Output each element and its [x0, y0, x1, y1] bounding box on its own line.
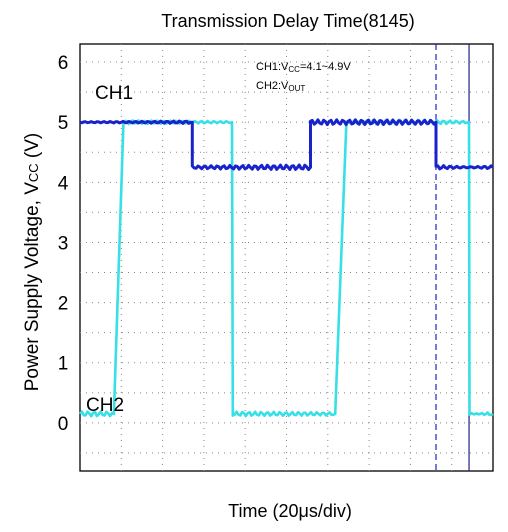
y-tick-label: 1: [58, 354, 69, 375]
series-label-ch2: CH2: [86, 395, 124, 416]
plot-area: [79, 43, 494, 472]
plot-frame: [79, 43, 494, 472]
x-axis-label: Time (20μs/div): [228, 501, 352, 521]
y-axis-label: Power Supply Voltage, VCC (V): [22, 133, 43, 392]
chart-title: Transmission Delay Time(8145): [161, 11, 414, 31]
y-tick-label: 5: [58, 113, 69, 134]
y-tick-label: 6: [58, 53, 69, 74]
series-label-ch1: CH1: [95, 83, 133, 104]
series-line-ch1: [79, 118, 494, 172]
y-tick-label: 0: [58, 414, 69, 435]
annotation: CH1:VCC=4.1~4.9V CH2:VOUT: [256, 61, 351, 93]
annotation-line-2: CH2:VOUT: [256, 80, 305, 93]
series-group: [79, 118, 494, 418]
y-tick-label: 4: [58, 173, 69, 194]
annotation-line-1: CH1:VCC=4.1~4.9V: [256, 61, 351, 74]
y-tick-label: 2: [58, 294, 69, 315]
y-tick-labels: 6 5 4 3 2 1 0: [58, 53, 69, 435]
y-tick-label: 3: [58, 233, 69, 254]
